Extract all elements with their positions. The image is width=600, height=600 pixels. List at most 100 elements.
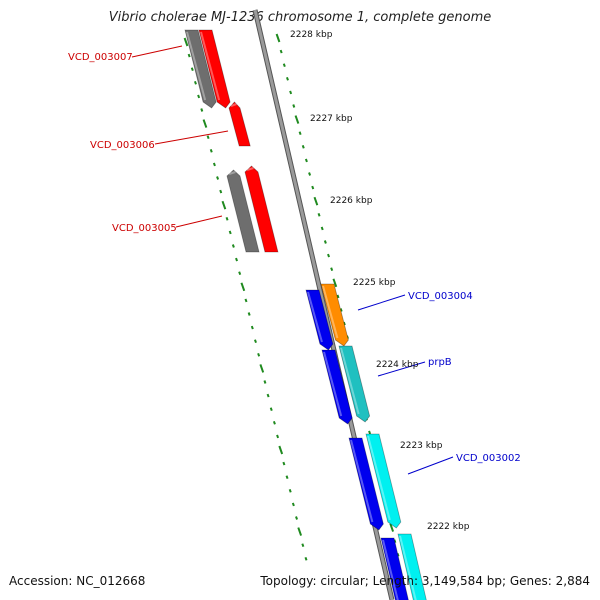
inner-tick-6: [202, 119, 208, 128]
gene-blue-4: [380, 537, 409, 600]
inner-tick-16: [235, 257, 238, 262]
gene-grey-2: [226, 169, 260, 253]
outer-tick-21: [342, 321, 346, 326]
gene-vcd-003004-highlight: [322, 285, 339, 339]
inner-tick-9: [212, 162, 216, 167]
gene-features: [184, 29, 427, 600]
inner-tick-14: [228, 230, 232, 235]
gene-label-vcd-003007[interactable]: VCD_003007: [68, 52, 133, 63]
inner-tick-30: [278, 445, 284, 455]
inner-tick-32: [285, 475, 289, 480]
gene-prpb-highlight: [340, 347, 360, 415]
kbp-label-2223: 2223 kbp: [400, 441, 443, 451]
inner-tick-1: [187, 53, 191, 58]
inner-tick-19: [244, 298, 248, 303]
label-leader-lines: [131, 45, 454, 475]
inner-tick-28: [272, 420, 276, 425]
inner-tick-20: [247, 312, 251, 316]
outer-tick-6: [294, 115, 300, 124]
outer-tick-4: [289, 90, 293, 95]
outer-tick-14: [320, 226, 324, 231]
gene-vcd-003005-highlight: [246, 167, 254, 171]
gene-cyan-bottom: [397, 533, 427, 600]
outer-tick-7: [298, 131, 302, 136]
leader-vcd-003002: [407, 456, 454, 475]
gene-label-prpb[interactable]: prpB: [428, 357, 452, 368]
outer-tick-20: [339, 308, 343, 312]
gene-cyan-bottom-highlight: [399, 535, 417, 600]
outer-tick-12: [313, 196, 319, 206]
accession-text: Accession: NC_012668: [9, 574, 146, 588]
inner-tick-22: [254, 339, 257, 344]
inner-tick-35: [295, 516, 298, 520]
leader-vcd-003005: [175, 215, 223, 228]
genome-summary-text: Topology: circular; Length: 3,149,584 bp…: [260, 574, 590, 588]
gene-vcd-003006: [228, 101, 251, 147]
outer-tick-18: [332, 278, 338, 288]
gene-vcd-003007-highlight: [200, 31, 221, 101]
inner-tick-18: [240, 282, 246, 292]
inner-tick-11: [219, 189, 223, 194]
inner-tick-13: [225, 216, 229, 221]
gene-label-vcd-003004[interactable]: VCD_003004: [408, 291, 473, 302]
outer-tick-1: [279, 49, 283, 54]
gene-label-vcd-003002[interactable]: VCD_003002: [456, 453, 521, 464]
outer-tick-3: [286, 76, 289, 81]
inner-tick-25: [263, 380, 267, 384]
inner-tick-38: [304, 556, 308, 561]
outer-tick-0: [275, 33, 281, 43]
tick-marks-inner: [183, 37, 308, 561]
kbp-label-2225: 2225 kbp: [353, 278, 396, 288]
kbp-label-2226: 2226 kbp: [330, 196, 373, 206]
inner-tick-27: [269, 407, 273, 412]
outer-tick-19: [336, 294, 340, 299]
inner-tick-21: [250, 325, 254, 330]
gene-grey-2-highlight: [228, 171, 236, 175]
inner-tick-29: [276, 434, 280, 439]
gene-blue-3: [348, 437, 384, 531]
inner-tick-4: [197, 94, 201, 99]
inner-tick-15: [231, 244, 235, 248]
gene-grey-1-highlight: [186, 31, 207, 101]
gene-label-vcd-003006[interactable]: VCD_003006: [90, 140, 155, 151]
inner-tick-23: [257, 352, 261, 357]
inner-tick-12: [221, 200, 227, 210]
gene-blue-4-highlight: [382, 539, 399, 600]
gene-label-vcd-003005[interactable]: VCD_003005: [112, 223, 177, 234]
gene-blue-1-highlight: [307, 291, 323, 343]
gene-blue-3-highlight: [350, 439, 374, 523]
outer-tick-10: [308, 172, 312, 176]
leader-vcd-003007: [131, 45, 183, 58]
inner-tick-3: [194, 80, 197, 85]
leader-prpb: [377, 361, 426, 377]
outer-tick-16: [327, 253, 330, 258]
inner-tick-5: [200, 108, 204, 112]
gene-vcd-003002: [365, 433, 402, 529]
inner-tick-36: [297, 527, 303, 536]
inner-tick-0: [183, 37, 189, 47]
kbp-label-2222: 2222 kbp: [427, 522, 470, 532]
outer-tick-36: [389, 523, 395, 532]
inner-tick-31: [282, 461, 286, 466]
gene-vcd-003002-highlight: [367, 435, 391, 521]
gene-vcd-003004: [320, 283, 349, 347]
outer-tick-17: [330, 267, 334, 272]
map-title: Vibrio cholerae MJ-1236 chromosome 1, co…: [108, 10, 492, 25]
inner-tick-34: [291, 502, 295, 507]
kbp-label-2224: 2224 kbp: [376, 360, 419, 370]
outer-tick-13: [317, 212, 321, 217]
kbp-label-2228: 2228 kbp: [290, 30, 333, 40]
inner-tick-10: [216, 176, 220, 180]
inner-tick-2: [190, 67, 194, 72]
gene-grey-1: [184, 29, 217, 109]
outer-tick-15: [323, 240, 327, 244]
inner-tick-24: [259, 364, 265, 373]
inner-tick-37: [301, 543, 305, 548]
outer-tick-8: [301, 144, 305, 149]
outer-tick-29: [368, 430, 372, 435]
gene-blue-2: [321, 349, 353, 425]
leader-vcd-003004: [357, 294, 406, 311]
gene-vcd-003007: [198, 29, 231, 109]
kbp-label-2227: 2227 kbp: [310, 114, 353, 124]
